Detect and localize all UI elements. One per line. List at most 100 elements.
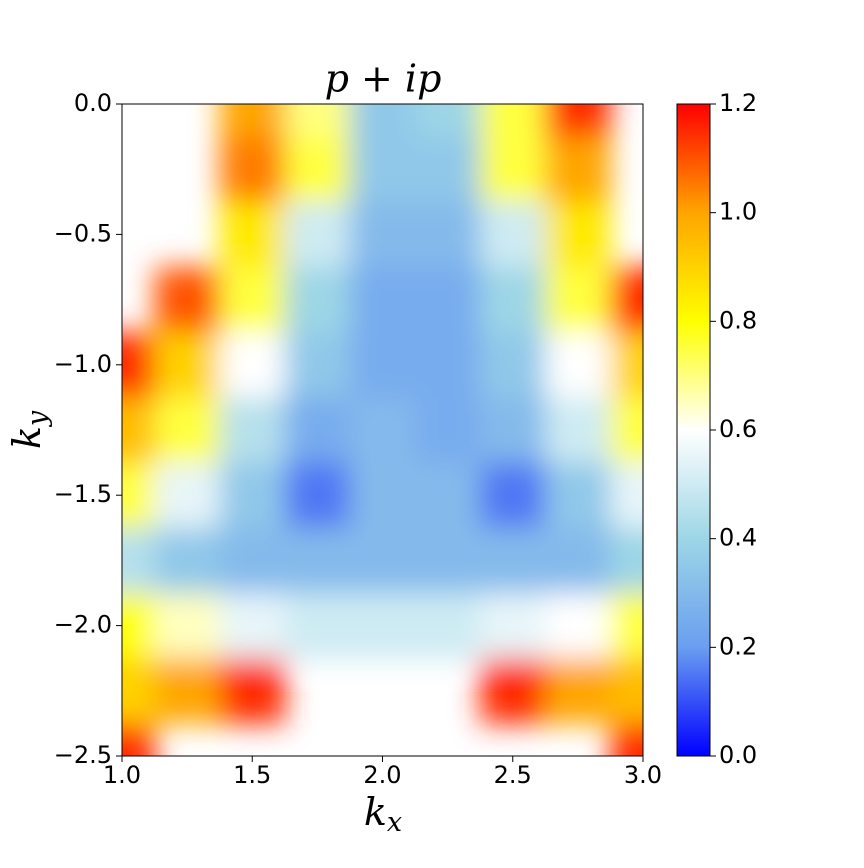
y-tick-label: −2.5	[54, 741, 112, 769]
heat-cell	[349, 397, 416, 464]
heat-cell	[610, 593, 643, 659]
heat-cell	[122, 462, 156, 529]
heat-cell	[349, 104, 416, 138]
heat-cell	[154, 658, 221, 724]
x-tick-label: 1.5	[233, 761, 271, 789]
colorbar-tick-label: 0.0	[719, 741, 757, 769]
heat-cell	[610, 527, 643, 594]
heat-cell	[349, 593, 416, 659]
heat-cell	[219, 332, 286, 398]
heat-cell	[122, 593, 156, 659]
heat-cell	[545, 136, 611, 203]
heat-cell	[610, 723, 643, 756]
x-tick-label: 2.5	[494, 761, 532, 789]
heat-cell	[415, 397, 481, 464]
heat-cell	[284, 104, 351, 138]
heat-cell	[154, 267, 221, 333]
colorbar-tick-label: 0.4	[719, 524, 757, 552]
heat-cell	[610, 332, 643, 398]
heat-cell	[349, 136, 416, 203]
y-tick-label: −1.0	[54, 350, 112, 378]
heat-cell	[122, 527, 156, 594]
heat-cell	[545, 201, 611, 268]
heat-cell	[284, 332, 351, 398]
colorbar-tick-label: 1.0	[719, 198, 757, 226]
heat-cell	[284, 201, 351, 268]
colorbar-tick-label: 0.2	[719, 632, 757, 660]
heat-cell	[219, 267, 286, 333]
heat-cell	[122, 397, 156, 464]
heat-cell	[480, 593, 546, 659]
heat-cell	[545, 658, 611, 724]
heat-cell	[545, 462, 611, 529]
y-tick-label: −0.5	[54, 219, 112, 247]
heat-cell	[219, 136, 286, 203]
heat-cell	[349, 462, 416, 529]
heat-cell	[545, 593, 611, 659]
y-tick-label: −1.5	[54, 480, 112, 508]
heat-cell	[610, 658, 643, 724]
heat-cell	[415, 104, 481, 138]
heat-cell	[415, 201, 481, 268]
heat-cell	[219, 658, 286, 724]
colorbar-tick-label: 0.8	[719, 306, 757, 334]
heat-cell	[219, 462, 286, 529]
heat-cell	[284, 527, 351, 594]
heat-cell	[545, 267, 611, 333]
heat-cell	[219, 527, 286, 594]
x-tick-label: 2.0	[363, 761, 401, 789]
heat-cell	[610, 462, 643, 529]
y-axis-label: ky	[5, 410, 53, 449]
heat-cell	[284, 462, 351, 529]
heat-cell	[349, 201, 416, 268]
heat-cell	[154, 397, 221, 464]
heat-cell	[480, 332, 546, 398]
heat-cell	[284, 593, 351, 659]
heat-cell	[545, 527, 611, 594]
heat-cell	[284, 267, 351, 333]
x-tick-label: 3.0	[624, 761, 662, 789]
heat-cell	[480, 527, 546, 594]
heat-cell	[154, 462, 221, 529]
heat-cell	[219, 104, 286, 138]
heat-cell	[415, 527, 481, 594]
heat-cell	[480, 136, 546, 203]
heat-cell	[349, 527, 416, 594]
heat-cell	[349, 267, 416, 333]
heat-cell	[480, 104, 546, 138]
heat-cell	[122, 332, 156, 398]
heat-cell	[415, 593, 481, 659]
heat-cell	[284, 397, 351, 464]
y-tick-label: −2.0	[54, 611, 112, 639]
heat-cell	[480, 462, 546, 529]
heat-cell	[545, 397, 611, 464]
heat-cell	[154, 332, 221, 398]
heat-cell	[545, 104, 611, 138]
x-tick-label: 1.0	[103, 761, 141, 789]
heat-cell	[219, 593, 286, 659]
colorbar-tick-label: 0.6	[719, 415, 757, 443]
heat-cell	[122, 723, 156, 756]
colorbar	[676, 103, 711, 757]
heat-cell	[415, 136, 481, 203]
heat-cell	[480, 201, 546, 268]
heat-cell	[415, 267, 481, 333]
heat-cell	[349, 332, 416, 398]
x-axis-label: kx	[364, 790, 402, 838]
heat-cell	[122, 658, 156, 724]
heat-cell	[415, 462, 481, 529]
y-tick-label: 0.0	[74, 89, 112, 117]
heat-cell	[284, 136, 351, 203]
heat-cell	[415, 332, 481, 398]
heat-cell	[154, 593, 221, 659]
heat-cell	[154, 527, 221, 594]
heat-cell	[219, 397, 286, 464]
heat-cell	[610, 267, 643, 333]
heat-cell	[219, 201, 286, 268]
heat-cell	[480, 267, 546, 333]
heat-cell	[545, 332, 611, 398]
heat-cell	[610, 397, 643, 464]
chart-title: p + ip	[325, 57, 442, 101]
field	[122, 104, 643, 756]
heat-cell	[480, 658, 546, 724]
